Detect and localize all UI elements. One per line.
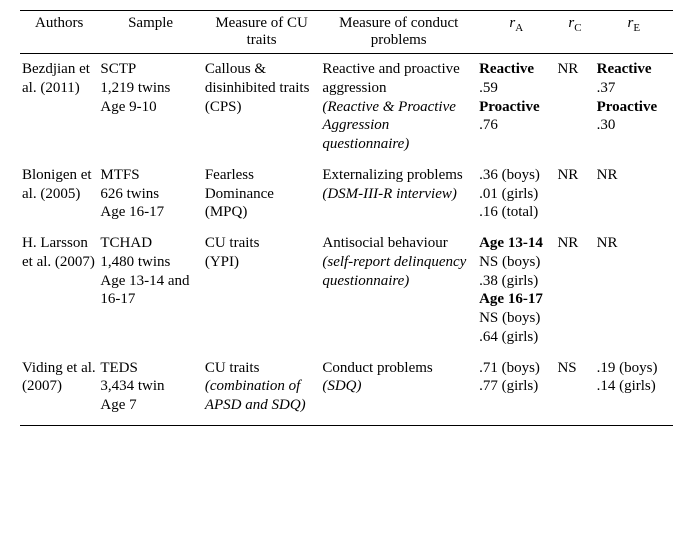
- cell-authors: Blonigen et al. (2005): [20, 160, 98, 228]
- cell-authors: Bezdjian et al. (2011): [20, 54, 98, 160]
- table-row: Bezdjian et al. (2011) SCTP 1,219 twins …: [20, 54, 673, 160]
- cell-cu: CU traits (YPI): [203, 228, 321, 353]
- cell-re: NR: [595, 228, 673, 353]
- cell-ra: Reactive .59 Proactive .76: [477, 54, 555, 160]
- header-sample: Sample: [98, 11, 202, 54]
- cell-cu: Fearless Dominance (MPQ): [203, 160, 321, 228]
- cell-rc: NR: [555, 160, 594, 228]
- cell-sample: TEDS 3,434 twin Age 7: [98, 353, 202, 426]
- header-re: rE: [595, 11, 673, 54]
- header-authors: Authors: [20, 11, 98, 54]
- cell-re: .19 (boys) .14 (girls): [595, 353, 673, 426]
- cell-sample: TCHAD 1,480 twins Age 13-14 and 16-17: [98, 228, 202, 353]
- cell-cu: Callous & disinhibited traits (CPS): [203, 54, 321, 160]
- table-row: Blonigen et al. (2005) MTFS 626 twins Ag…: [20, 160, 673, 228]
- cell-ra: .71 (boys) .77 (girls): [477, 353, 555, 426]
- cell-rc: NR: [555, 228, 594, 353]
- cell-conduct: Antisocial behaviour (self-report delinq…: [320, 228, 477, 353]
- table-row: Viding et al. (2007) TEDS 3,434 twin Age…: [20, 353, 673, 426]
- cell-re: NR: [595, 160, 673, 228]
- header-conduct: Measure of conduct problems: [320, 11, 477, 54]
- cell-conduct: Reactive and proactive aggression (React…: [320, 54, 477, 160]
- header-rc: rC: [555, 11, 594, 54]
- cell-sample: SCTP 1,219 twins Age 9-10: [98, 54, 202, 160]
- table-row: H. Larsson et al. (2007) TCHAD 1,480 twi…: [20, 228, 673, 353]
- cell-re: Reactive .37 Proactive .30: [595, 54, 673, 160]
- cell-authors: H. Larsson et al. (2007): [20, 228, 98, 353]
- header-ra: rA: [477, 11, 555, 54]
- header-cu: Measure of CU traits: [203, 11, 321, 54]
- cell-rc: NR: [555, 54, 594, 160]
- cell-authors: Viding et al. (2007): [20, 353, 98, 426]
- cell-ra: .36 (boys) .01 (girls) .16 (total): [477, 160, 555, 228]
- cell-ra: Age 13-14 NS (boys) .38 (girls) Age 16-1…: [477, 228, 555, 353]
- header-row: Authors Sample Measure of CU traits Meas…: [20, 11, 673, 54]
- cell-conduct: Conduct problems (SDQ): [320, 353, 477, 426]
- cell-sample: MTFS 626 twins Age 16-17: [98, 160, 202, 228]
- cell-cu: CU traits (combination of APSD and SDQ): [203, 353, 321, 426]
- cell-rc: NS: [555, 353, 594, 426]
- cell-conduct: Externalizing problems (DSM-III-R interv…: [320, 160, 477, 228]
- study-table: Authors Sample Measure of CU traits Meas…: [20, 10, 673, 426]
